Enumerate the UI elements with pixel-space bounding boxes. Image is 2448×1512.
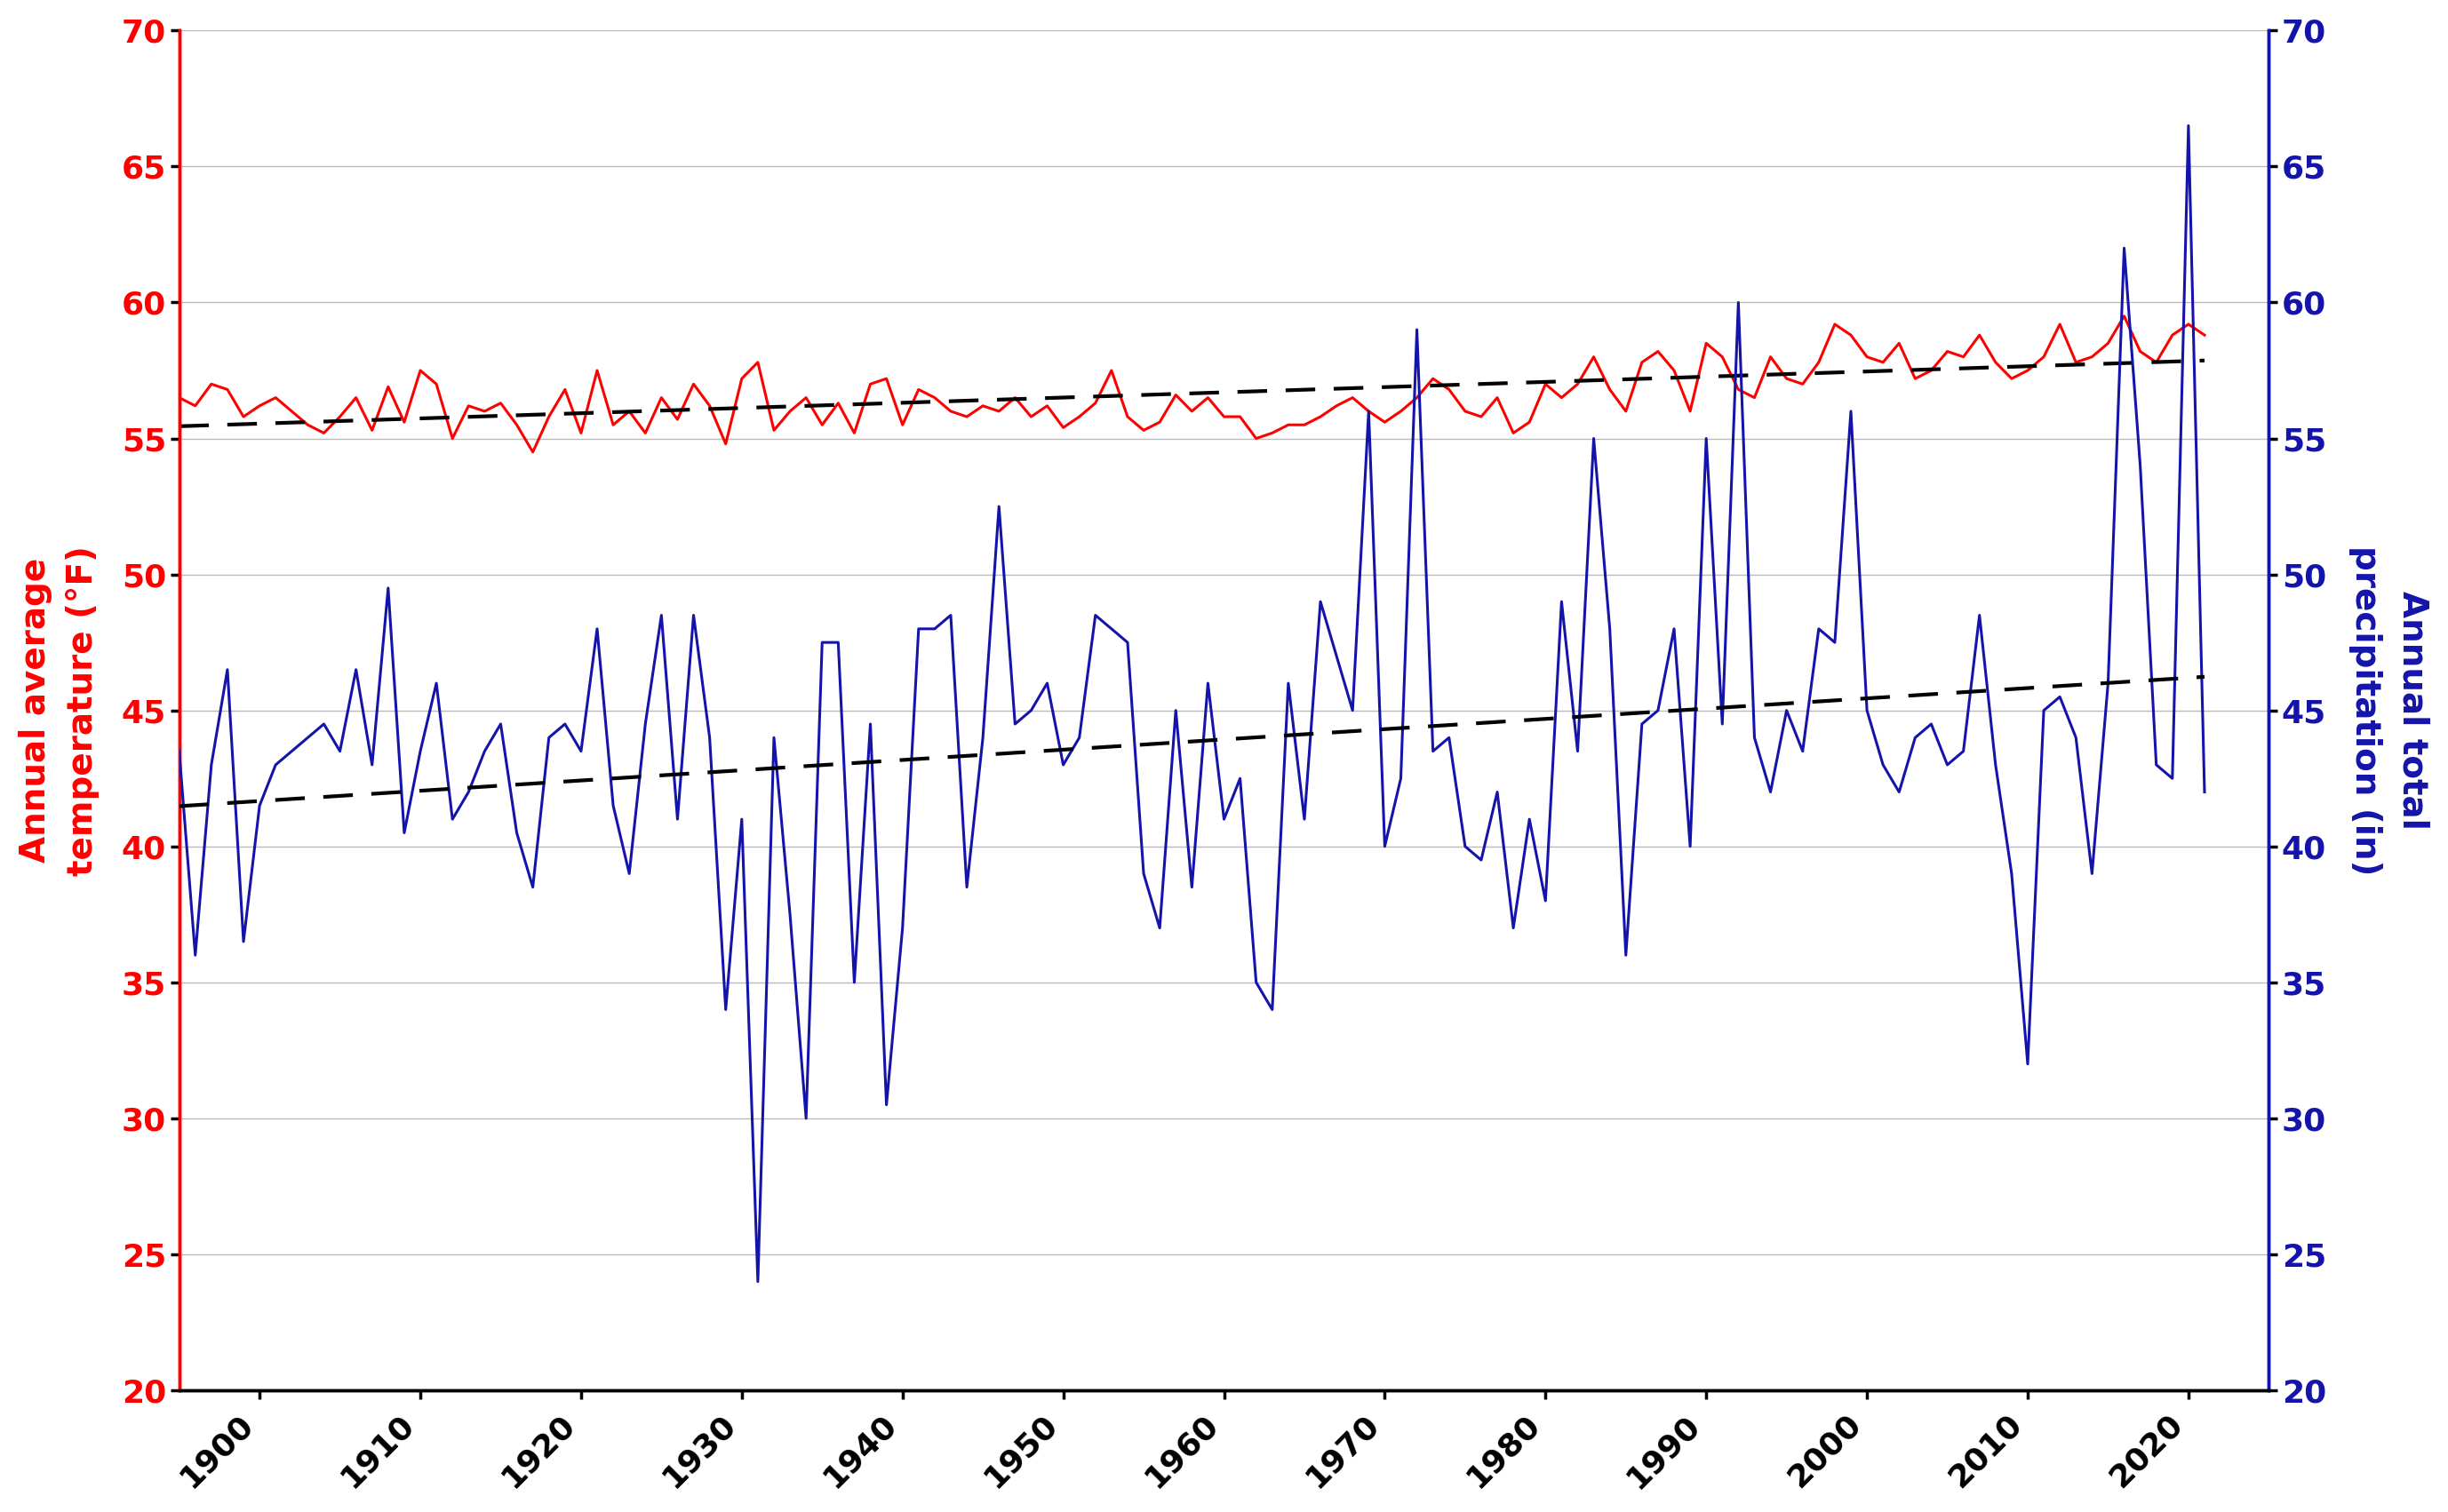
- Y-axis label: Annual total
precipitation (in): Annual total precipitation (in): [2348, 546, 2428, 875]
- Y-axis label: Annual average
temperature (°F): Annual average temperature (°F): [20, 546, 100, 875]
